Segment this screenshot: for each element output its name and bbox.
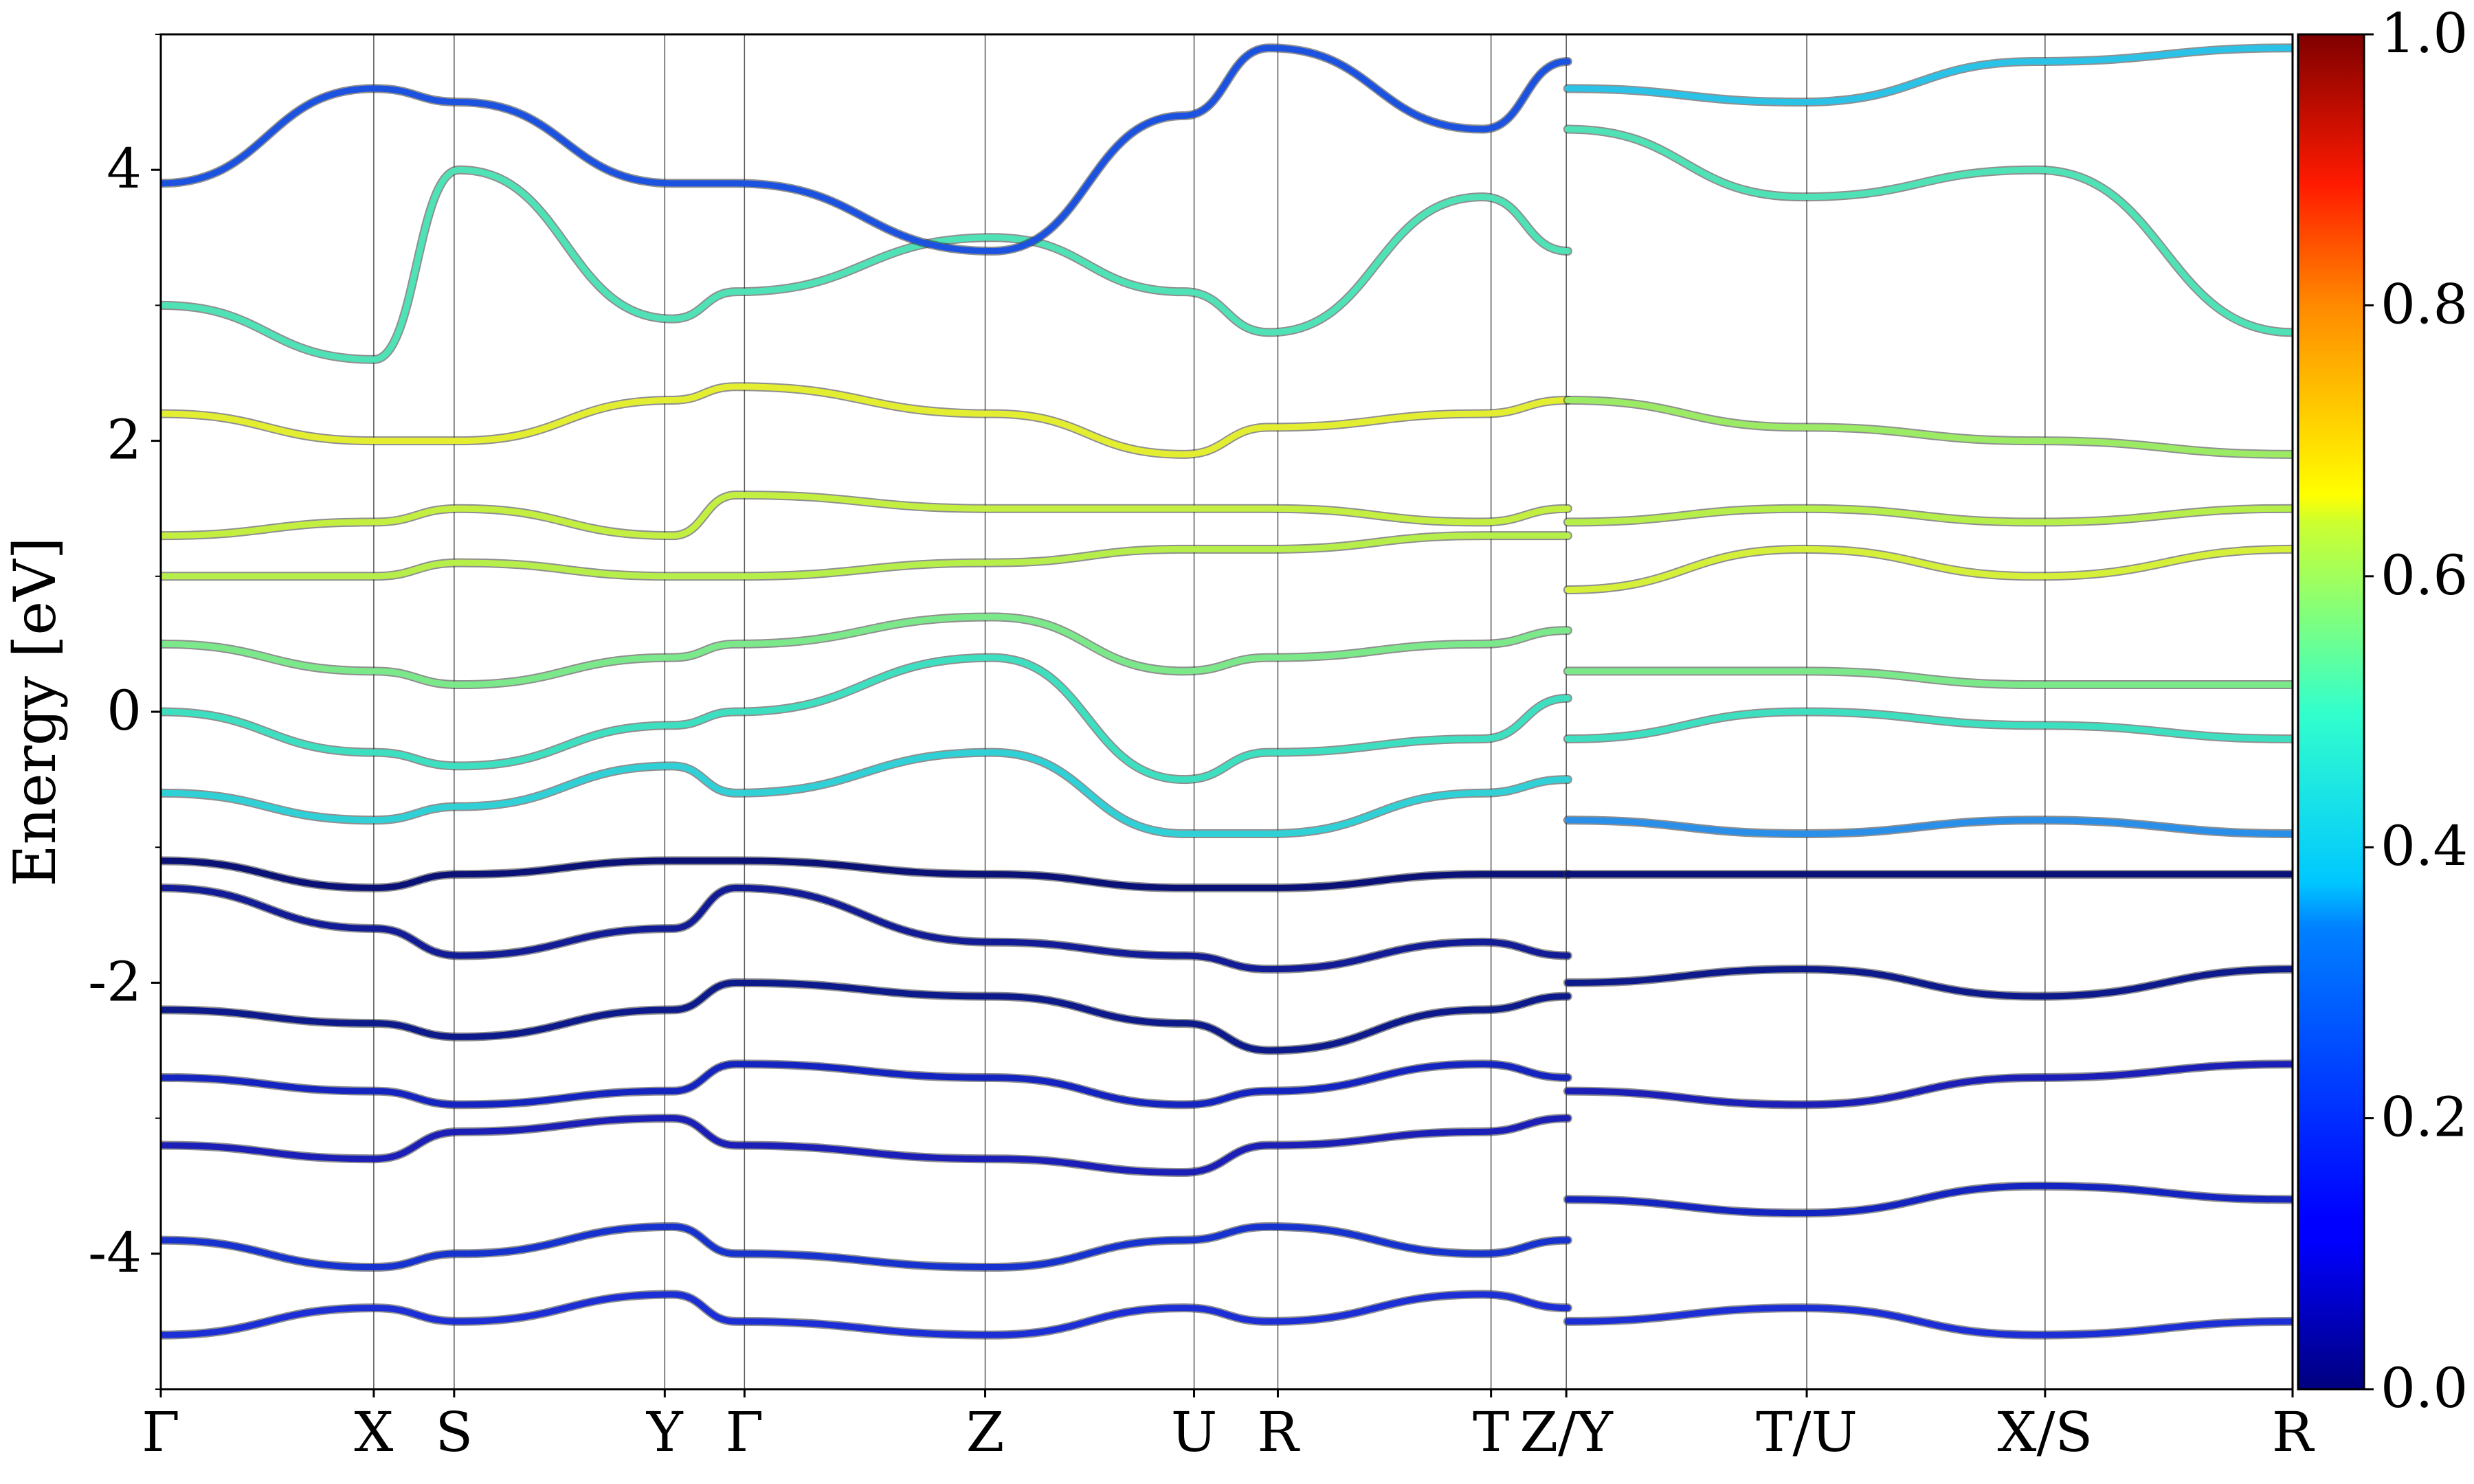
x-axis: Γ X S Y Γ Z U R T Z/Y T/U X/S R xyxy=(142,1389,2315,1464)
band-line xyxy=(1564,668,2293,688)
band-line xyxy=(161,614,1571,688)
band-line xyxy=(1564,817,2293,837)
band-line xyxy=(1564,396,2293,458)
x-tick-label: Y xyxy=(646,1400,684,1464)
band-line xyxy=(1564,966,2293,1000)
band-line xyxy=(1564,1182,2293,1217)
colorbar-ticks: 0.0 0.2 0.4 0.6 0.8 1.0 xyxy=(2364,1,2468,1420)
band-line xyxy=(161,383,1571,458)
y-axis: -4 -2 0 2 4 xyxy=(88,34,161,1390)
colorbar-tick-label: 0.8 xyxy=(2381,272,2468,336)
y-tick-label: -2 xyxy=(88,949,142,1013)
colorbar-tick-label: 0.0 xyxy=(2381,1356,2468,1420)
band-line xyxy=(161,491,1571,539)
x-tick-label: R xyxy=(2272,1400,2315,1464)
x-tick-label: U xyxy=(1171,1400,1217,1464)
band-line xyxy=(161,749,1571,837)
band-line xyxy=(161,857,1571,891)
colorbar-gradient xyxy=(2297,33,2365,1391)
band-line xyxy=(161,979,1571,1054)
band-lines xyxy=(161,43,2293,1340)
band-line xyxy=(161,1291,1571,1338)
y-tick-label: 4 xyxy=(107,137,142,201)
colorbar-tick-label: 0.4 xyxy=(2381,814,2468,878)
band-line xyxy=(161,532,1571,580)
x-tick-label: Z xyxy=(966,1400,1005,1464)
y-tick-label: 0 xyxy=(107,679,142,743)
colorbar-tick-label: 1.0 xyxy=(2381,1,2468,65)
y-axis-label: Energy [eV] xyxy=(1,537,69,886)
x-tick-label: S xyxy=(435,1400,473,1464)
x-tick-label: T/U xyxy=(1756,1400,1858,1464)
band-line xyxy=(161,884,1571,973)
band-line xyxy=(1564,505,2293,526)
band-line xyxy=(1564,708,2293,742)
y-tick-label: -4 xyxy=(88,1221,142,1285)
band-line xyxy=(161,1061,1571,1108)
band-line xyxy=(1564,126,2293,336)
x-tick-label: X xyxy=(354,1400,393,1464)
colorbar-tick-label: 0.2 xyxy=(2381,1086,2468,1149)
colorbar: 0.0 0.2 0.4 0.6 0.8 1.0 xyxy=(2297,1,2468,1420)
x-tick-label: R xyxy=(1257,1400,1300,1464)
plot-area xyxy=(159,33,2294,1391)
band-line xyxy=(1564,546,2293,594)
x-tick-label: Γ xyxy=(726,1400,764,1464)
y-tick-label: 2 xyxy=(107,408,142,472)
colorbar-tick-label: 0.6 xyxy=(2381,543,2468,607)
band-line xyxy=(161,166,1571,363)
x-tick-label: Z/Y xyxy=(1519,1400,1614,1464)
x-tick-label: X/S xyxy=(1997,1400,2093,1464)
band-line xyxy=(161,45,1571,255)
band-line xyxy=(161,654,1571,783)
x-tick-label: Γ xyxy=(142,1400,180,1464)
x-tick-label: T xyxy=(1473,1400,1509,1464)
band-line xyxy=(1564,1305,2293,1338)
band-line xyxy=(161,1223,1571,1271)
band-line xyxy=(161,1115,1571,1176)
band-line xyxy=(1564,1061,2293,1108)
band-line xyxy=(1564,45,2293,106)
